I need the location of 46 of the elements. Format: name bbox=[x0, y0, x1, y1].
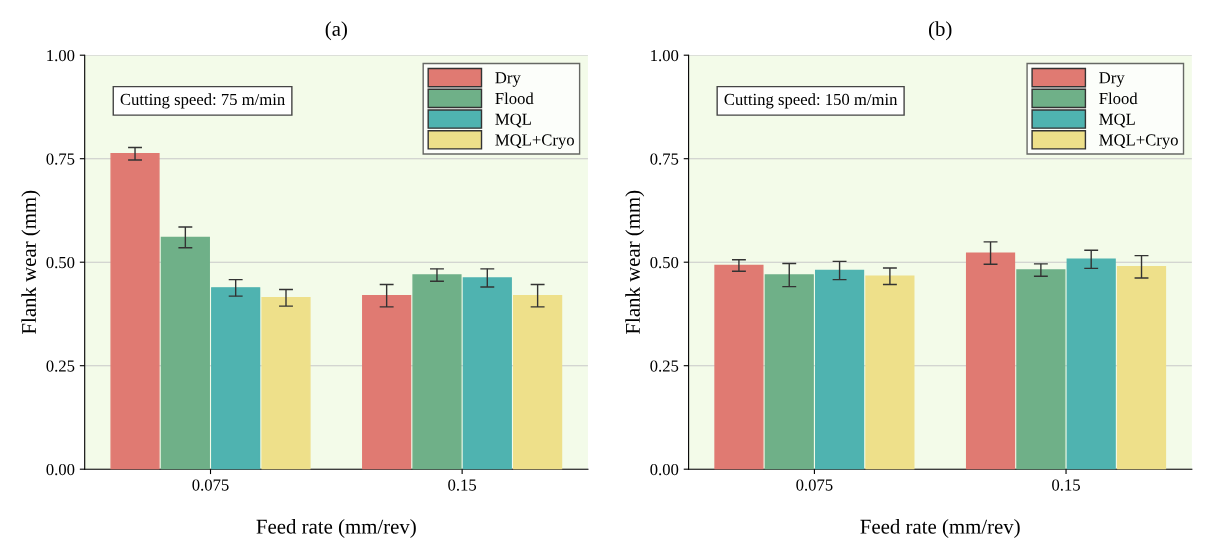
bar bbox=[965, 252, 1016, 470]
y-axis-title: Flank wear (mm) bbox=[21, 190, 41, 334]
bar bbox=[412, 274, 462, 470]
bar bbox=[1066, 258, 1116, 470]
y-tick-label: 0.50 bbox=[46, 256, 75, 269]
legend-label: Dry bbox=[495, 72, 521, 87]
legend-label: Dry bbox=[1099, 72, 1125, 87]
y-tick-label: 0.25 bbox=[650, 360, 679, 372]
legend-label: Flood bbox=[1099, 92, 1138, 105]
annotation: Cutting speed: 150 m/min bbox=[724, 93, 898, 109]
bar bbox=[513, 295, 563, 470]
y-tick-label: 0.00 bbox=[650, 463, 679, 476]
y-axis-title: Flank wear (mm) bbox=[625, 190, 645, 334]
x-tick-label: 0.075 bbox=[192, 479, 229, 491]
bar bbox=[1116, 266, 1167, 470]
legend-label: MQL bbox=[1099, 113, 1135, 128]
annotation: Cutting speed: 75 m/min bbox=[120, 93, 285, 109]
chart-title: (a) bbox=[325, 21, 347, 41]
bar bbox=[261, 297, 311, 470]
y-tick-label: 1.00 bbox=[651, 49, 679, 62]
x-axis-title: Feed rate (mm/rev) bbox=[256, 519, 416, 538]
x-tick-label: 0.15 bbox=[448, 479, 477, 491]
y-tick-label: 0.25 bbox=[46, 360, 75, 372]
bar bbox=[1016, 269, 1066, 470]
bar bbox=[160, 236, 210, 470]
y-tick-label: 0.00 bbox=[46, 463, 75, 476]
legend-label: MQL+Cryo bbox=[1099, 134, 1178, 149]
legend-label: Flood bbox=[495, 92, 534, 105]
bar bbox=[110, 153, 160, 470]
x-axis-title: Feed rate (mm/rev) bbox=[860, 519, 1020, 538]
bar bbox=[764, 274, 814, 470]
bar bbox=[814, 269, 865, 470]
y-tick-label: 0.50 bbox=[650, 256, 679, 269]
y-tick-label: 1.00 bbox=[47, 49, 75, 62]
bar bbox=[714, 264, 764, 470]
y-tick-label: 0.75 bbox=[46, 153, 75, 165]
bar bbox=[211, 287, 261, 470]
y-tick-label: 0.75 bbox=[650, 153, 679, 165]
legend-label: MQL bbox=[495, 113, 531, 128]
legend-label: MQL+Cryo bbox=[495, 134, 574, 149]
bar bbox=[362, 295, 412, 470]
chart-title: (b) bbox=[928, 21, 952, 41]
bar bbox=[462, 277, 512, 470]
bar bbox=[865, 275, 915, 470]
x-tick-label: 0.075 bbox=[796, 479, 833, 491]
x-tick-label: 0.15 bbox=[1052, 479, 1080, 491]
